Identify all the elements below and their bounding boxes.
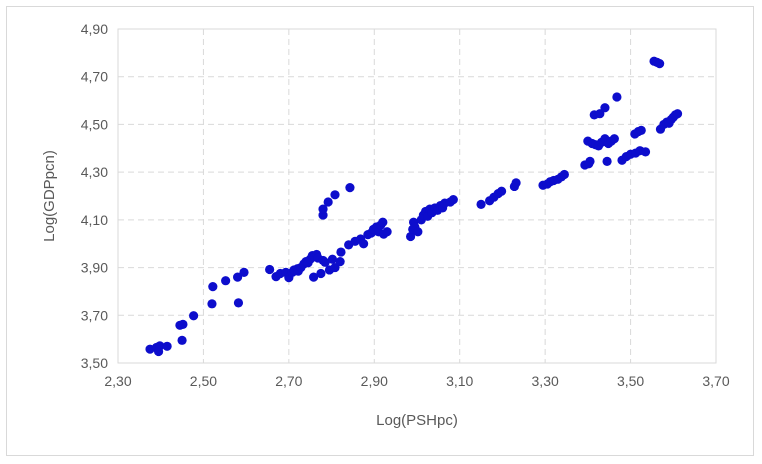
data-point xyxy=(327,254,338,264)
data-point xyxy=(448,194,458,205)
data-point xyxy=(655,58,665,69)
x-axis-ticks: 2,30 2,50 2,70 2,90 3,10 3,30 3,50 3,70 xyxy=(104,373,729,389)
data-point xyxy=(309,272,319,282)
data-point xyxy=(378,217,388,227)
data-point xyxy=(155,341,165,351)
data-point xyxy=(221,276,231,286)
data-point xyxy=(345,183,355,193)
data-point xyxy=(585,156,595,167)
x-tick-label: 2,30 xyxy=(104,373,131,389)
grid xyxy=(117,28,717,364)
data-point xyxy=(330,190,340,200)
y-tick-label: 4,70 xyxy=(81,69,108,85)
data-point xyxy=(602,156,612,167)
data-point xyxy=(320,257,330,267)
y-tick-label: 4,30 xyxy=(81,164,108,180)
data-point xyxy=(208,282,218,292)
data-point xyxy=(239,267,249,277)
y-axis-ticks: 3,50 3,70 3,90 4,10 4,30 4,50 4,70 4,90 xyxy=(81,21,108,371)
data-point xyxy=(511,178,521,188)
data-point xyxy=(595,109,605,119)
data-point xyxy=(207,299,217,309)
data-point xyxy=(189,311,199,321)
x-tick-label: 3,70 xyxy=(702,373,729,389)
data-point xyxy=(233,272,243,282)
x-tick-label: 3,30 xyxy=(532,373,559,389)
data-point xyxy=(323,197,333,207)
data-point xyxy=(476,199,486,209)
data-point xyxy=(559,169,569,180)
x-axis-title: Log(PSHpc) xyxy=(376,412,458,429)
data-point xyxy=(496,186,507,196)
y-tick-label: 3,50 xyxy=(81,355,108,371)
y-tick-label: 4,50 xyxy=(81,116,108,132)
data-point xyxy=(162,341,172,351)
data-point xyxy=(178,319,188,329)
x-tick-label: 3,10 xyxy=(446,373,473,389)
data-point xyxy=(265,264,275,275)
data-point xyxy=(672,109,683,119)
x-tick-label: 2,90 xyxy=(361,373,388,389)
x-tick-label: 2,50 xyxy=(190,373,217,389)
data-point xyxy=(336,247,346,257)
data-point xyxy=(636,125,646,135)
data-point xyxy=(600,103,610,113)
data-point xyxy=(330,262,340,273)
data-point xyxy=(318,204,328,214)
data-point xyxy=(382,227,392,237)
x-tick-label: 3,50 xyxy=(617,373,644,389)
y-tick-label: 4,90 xyxy=(81,21,108,37)
data-point xyxy=(405,231,416,242)
data-points xyxy=(145,56,683,357)
data-point xyxy=(640,147,651,157)
x-tick-label: 2,70 xyxy=(275,373,302,389)
y-tick-label: 3,90 xyxy=(81,260,108,276)
y-tick-label: 4,10 xyxy=(81,212,108,228)
data-point xyxy=(233,298,244,308)
data-point xyxy=(612,92,622,102)
plot-area-border xyxy=(117,28,717,364)
data-point xyxy=(609,134,619,144)
y-axis-title: Log(GDPpcn) xyxy=(41,150,58,242)
data-point xyxy=(359,239,369,249)
data-point xyxy=(413,227,423,237)
data-point xyxy=(177,335,187,345)
data-point xyxy=(316,268,326,279)
y-tick-label: 3,70 xyxy=(81,307,108,323)
data-point xyxy=(335,257,345,267)
